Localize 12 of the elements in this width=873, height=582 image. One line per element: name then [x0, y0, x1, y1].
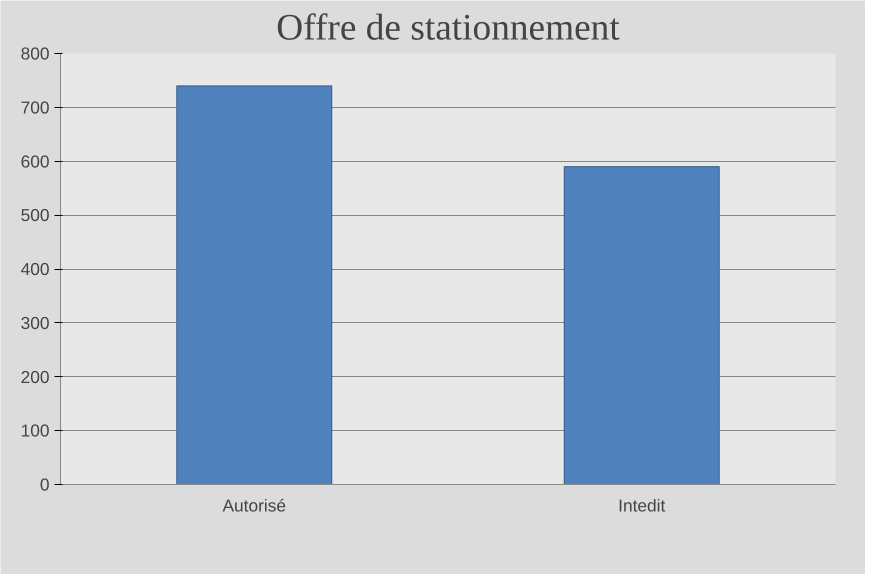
y-tick-label: 600: [20, 151, 50, 172]
y-tick-label: 300: [20, 312, 50, 333]
y-tick-label: 100: [20, 420, 50, 441]
y-tick-label: 400: [20, 259, 50, 279]
y-tick-label: 200: [20, 366, 50, 387]
y-tick-label: 800: [20, 44, 50, 64]
y-tick-label: 0: [40, 474, 50, 494]
x-tick-label: Autorisé: [222, 496, 286, 516]
y-tick-label: 500: [20, 205, 50, 226]
x-tick-label: Intedit: [618, 496, 666, 516]
chart-title: Offre de stationnement: [276, 8, 620, 48]
y-tick-label: 700: [20, 97, 50, 118]
